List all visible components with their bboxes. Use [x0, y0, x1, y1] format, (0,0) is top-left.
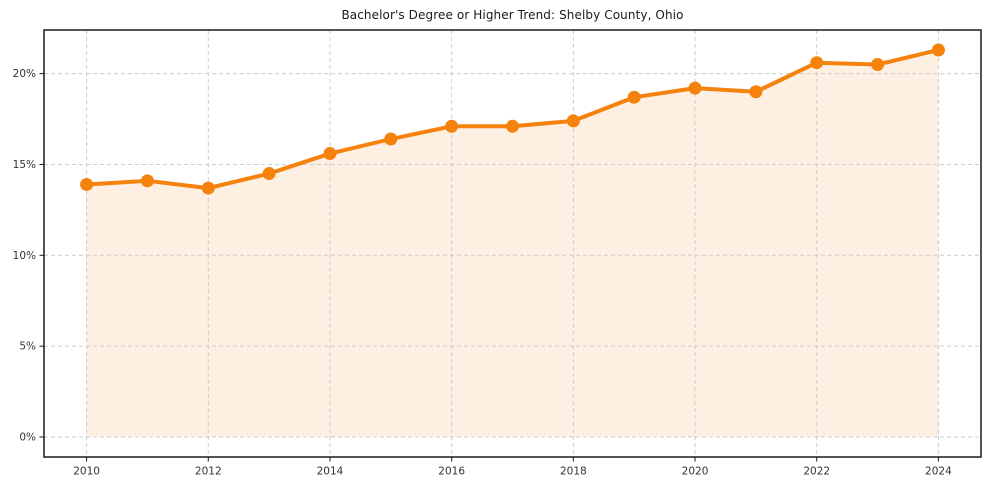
area-fill [86, 49, 939, 438]
y-axis-label: 5% [19, 341, 36, 353]
data-point-2014 [323, 147, 337, 161]
data-point-2020 [688, 81, 702, 95]
x-axis-label: 2012 [195, 466, 222, 478]
data-points [80, 43, 945, 195]
data-point-2013 [262, 167, 276, 181]
data-point-2024 [931, 43, 945, 57]
y-axis-label: 0% [19, 432, 36, 444]
y-axis-label: 10% [13, 250, 36, 262]
x-axis-label: 2020 [682, 466, 709, 478]
data-point-2019 [627, 90, 641, 104]
data-point-2010 [80, 177, 94, 191]
data-point-2023 [871, 58, 885, 72]
x-axis-label: 2024 [925, 466, 952, 478]
x-axis-label: 2016 [438, 466, 465, 478]
data-point-2018 [566, 114, 580, 128]
data-point-2016 [445, 119, 459, 133]
tick-marks [39, 73, 939, 462]
x-axis-label: 2010 [73, 466, 100, 478]
y-axis-label: 15% [13, 159, 36, 171]
chart-title: Bachelor's Degree or Higher Trend: Shelb… [341, 8, 684, 22]
data-point-2012 [201, 181, 215, 195]
x-axis-label: 2022 [803, 466, 830, 478]
data-point-2011 [140, 174, 154, 188]
plot-border [43, 29, 982, 458]
data-point-2017 [506, 119, 519, 133]
gridlines [44, 30, 981, 457]
data-point-2015 [384, 132, 398, 146]
y-axis-label: 20% [13, 68, 36, 80]
data-point-2022 [810, 56, 824, 70]
x-axis-label: 2018 [560, 466, 587, 478]
x-axis-label: 2014 [317, 466, 344, 478]
data-point-2021 [749, 85, 763, 99]
